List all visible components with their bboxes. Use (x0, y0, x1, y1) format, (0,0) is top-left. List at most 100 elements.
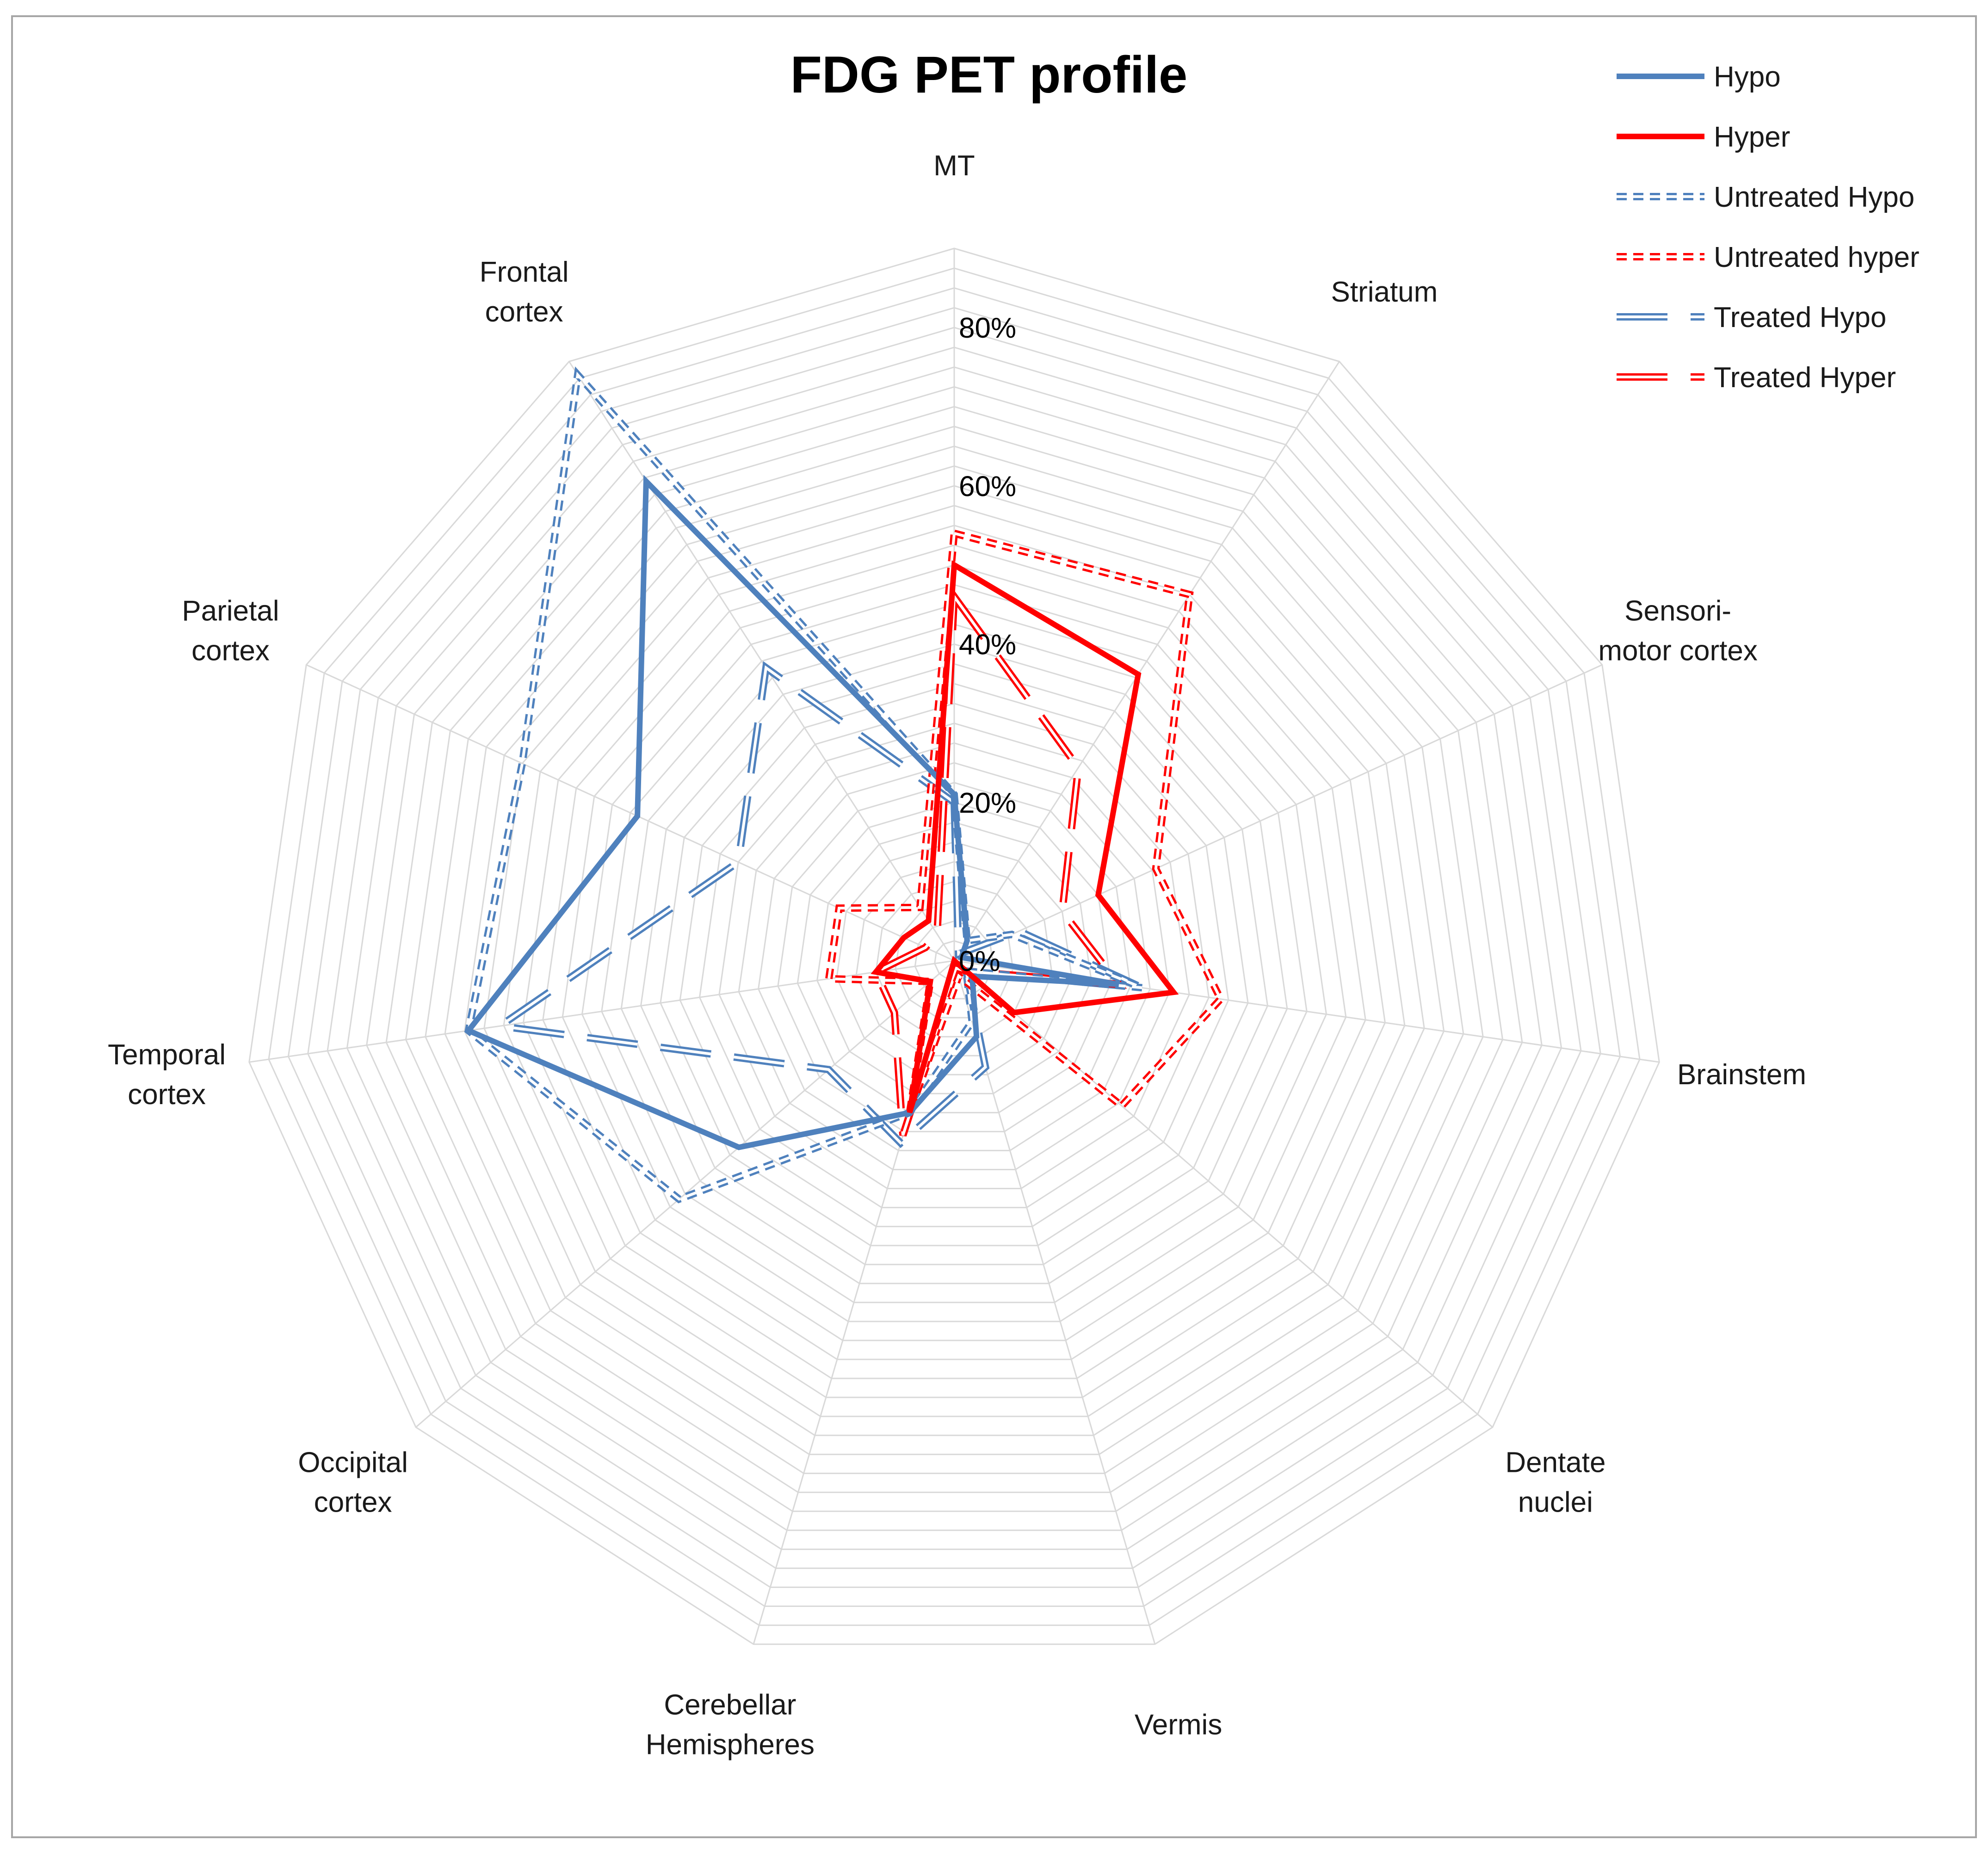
series-treated-hyper-line-inner (874, 593, 1122, 1136)
series-treated-hyper-point (956, 968, 957, 969)
series-hypo-point (954, 794, 955, 795)
grid-ring (836, 841, 1073, 1075)
series-hyper-point (903, 937, 904, 938)
series-hypo-point (1118, 984, 1119, 985)
legend-treated-hypo: Treated Hypo (1617, 302, 1886, 334)
category-label-line: MT (933, 150, 975, 182)
series-untreated-hypo-point (1142, 987, 1143, 988)
grid-ring (327, 327, 1582, 1569)
category-label: MT (933, 150, 975, 182)
grid-ring (640, 643, 1269, 1266)
grid-ring (660, 663, 1249, 1247)
legend-treated-hyper: Treated Hyper (1617, 362, 1896, 394)
grid-ring (718, 723, 1190, 1189)
category-label-line: cortex (485, 296, 563, 328)
series-untreated-hypo-point (1012, 934, 1013, 935)
grid-spoke (953, 361, 1340, 961)
grid-ring (875, 881, 1033, 1038)
grid-ring (287, 287, 1621, 1607)
legend-treated-hypo-label: Treated Hypo (1714, 302, 1886, 334)
series-untreated-hypo (464, 366, 1144, 1204)
category-label-line: cortex (191, 635, 270, 667)
grid-ring (522, 525, 1386, 1379)
category-label-line: cortex (128, 1079, 206, 1111)
grid-ring (366, 366, 1543, 1531)
grid-ring (796, 802, 1112, 1113)
category-label-line: Striatum (1331, 276, 1438, 308)
grid-ring (483, 485, 1425, 1417)
grid-ring (855, 861, 1053, 1056)
series-untreated-hyper-point (954, 533, 955, 534)
grid-spoke (568, 361, 955, 961)
category-label: Striatum (1331, 276, 1438, 308)
grid-ring (268, 267, 1641, 1626)
grid-ring (698, 703, 1210, 1209)
legend-hypo: Hypo (1617, 61, 1781, 93)
grid-ring (444, 445, 1464, 1455)
legend-untreated-hyper: Untreated hyper (1617, 241, 1920, 273)
series-hypo-point (739, 1147, 740, 1148)
series-treated-hyper-point (1062, 911, 1063, 912)
grid-spoke (415, 960, 955, 1428)
grid-ring (385, 386, 1523, 1512)
category-label-line: Dentate (1505, 1446, 1605, 1478)
series-hyper-point (1013, 1012, 1014, 1013)
series-treated-hyper-point (894, 1012, 895, 1013)
grid-ring (620, 624, 1288, 1285)
series-hypo (464, 475, 1119, 1150)
category-label: Temporal cortex (108, 1039, 226, 1111)
grid-ring (425, 426, 1484, 1474)
series-untreated-hyper-point (1189, 594, 1190, 595)
series-untreated-hypo-line-inner (467, 371, 1143, 1201)
category-label-line: Brainstem (1677, 1059, 1806, 1091)
grid-ring (463, 465, 1445, 1436)
series-hypo-line (464, 475, 1119, 1150)
grid-ring (581, 584, 1327, 1322)
grid-spoke (249, 960, 955, 1063)
series-hyper-point (954, 564, 955, 565)
tick-label: 0% (959, 945, 1000, 977)
series-hypo-point (637, 815, 638, 816)
legend-untreated-hypo: Untreated Hypo (1617, 181, 1914, 213)
grid-ring (307, 307, 1601, 1588)
grid-ring (777, 782, 1131, 1132)
series-treated-hypo-point (828, 1069, 829, 1070)
tick-labels: 0% 20% 40% 60% 80% (959, 312, 1016, 977)
category-label: Frontal cortex (480, 256, 569, 328)
series-hyper-line (871, 560, 1179, 1114)
chart-title: FDG PET profile (790, 46, 1188, 104)
grid-ring (758, 762, 1151, 1151)
legend-hyper: Hyper (1617, 121, 1790, 153)
category-label-line: Frontal (480, 256, 569, 288)
series-hyper-point (1138, 674, 1139, 675)
grid-ring (562, 564, 1347, 1341)
category-label-line: motor cortex (1598, 635, 1758, 667)
category-label: Occipital cortex (298, 1446, 408, 1518)
series-treated-hypo-point (738, 862, 739, 863)
legend-untreated-hyper-label: Untreated hyper (1714, 241, 1920, 273)
radar-grid (248, 247, 1660, 1645)
tick-label: 60% (959, 470, 1016, 502)
series-hyper-point (909, 1112, 910, 1113)
series-treated-hypo (490, 661, 1144, 1149)
series-hypo-point (967, 940, 968, 941)
category-label: Cerebellar Hemispheres (646, 1689, 815, 1760)
series-treated-hypo-point (985, 1067, 986, 1068)
series-layer (464, 366, 1225, 1204)
series-untreated-hypo-point (522, 763, 523, 764)
series-treated-hyper-point (1078, 767, 1079, 768)
grid-ring (503, 505, 1406, 1398)
category-label-line: Cerebellar (664, 1689, 796, 1721)
category-label: Vermis (1135, 1709, 1222, 1741)
series-hyper (871, 560, 1179, 1114)
series-untreated-hyper-line-inner (827, 531, 1222, 1113)
category-label-line: Vermis (1135, 1709, 1222, 1741)
series-hyper-point (1173, 992, 1174, 993)
category-label: Brainstem (1677, 1059, 1806, 1091)
series-hypo-point (646, 481, 647, 482)
grid-ring (601, 604, 1308, 1303)
series-untreated-hyper-point (828, 978, 829, 979)
legend-treated-hyper-label: Treated Hyper (1714, 362, 1896, 394)
grid-ring (679, 683, 1229, 1228)
